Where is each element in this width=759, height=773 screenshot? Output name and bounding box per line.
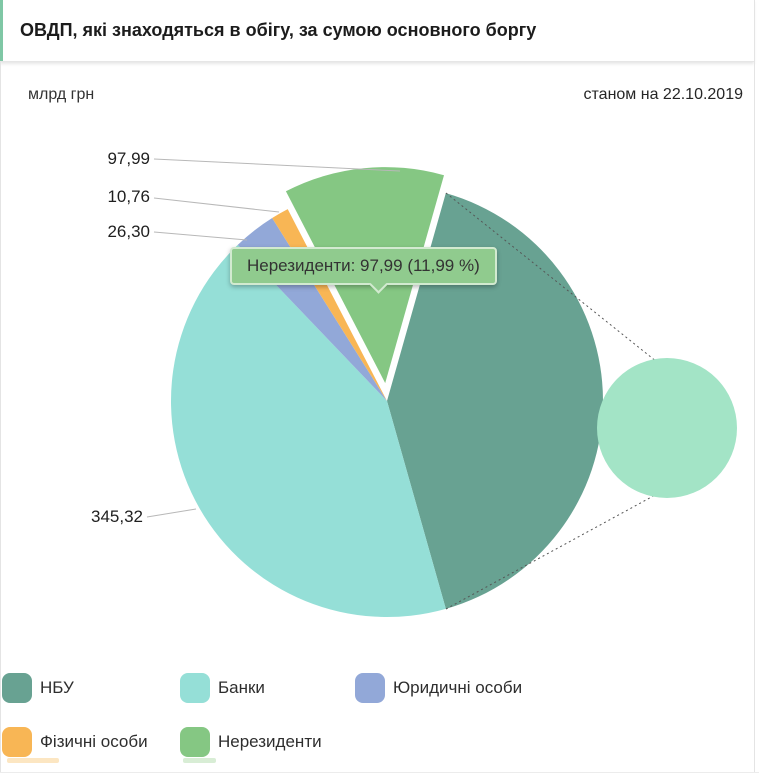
legend-overflow-remnant-green: [183, 758, 216, 763]
legend-swatch-nbu[interactable]: [2, 673, 32, 703]
slice-tooltip: Нерезиденти: 97,99 (11,99 %): [230, 247, 497, 294]
slice-value-label-legal-entities: 26,30: [107, 222, 150, 241]
legend-swatch-banks[interactable]: [180, 673, 210, 703]
slice-value-label-nonresidents: 97,99: [107, 149, 150, 168]
legend-label-individuals: Фізичні особи: [40, 732, 148, 751]
legend-item-individuals[interactable]: Фізичні особи: [2, 727, 148, 757]
card-header: ОВДП, які знаходяться в обігу, за сумою …: [0, 0, 754, 62]
legend-label-nonresidents: Нерезиденти: [218, 732, 322, 751]
label-leader-line-1: [153, 197, 280, 213]
legend-swatch-legal-entities[interactable]: [355, 673, 385, 703]
as-of-date-label: станом на 22.10.2019: [583, 86, 743, 103]
pie-slice-1[interactable]: [171, 244, 446, 618]
legend-swatch-nonresidents[interactable]: [180, 727, 210, 757]
legend-swatch-individuals[interactable]: [2, 727, 32, 757]
pie-slice-0[interactable]: [387, 193, 603, 609]
legend-overflow-remnant-orange: [7, 758, 59, 763]
legend-label-banks: Банки: [218, 678, 265, 697]
legend-label-nbu: НБУ: [40, 678, 74, 697]
legend-item-nonresidents[interactable]: Нерезиденти: [180, 727, 322, 757]
card-left-border: [0, 62, 1, 773]
card-right-border: [754, 0, 755, 773]
unit-label: млрд грн: [28, 86, 95, 103]
label-leader-line-2: [153, 231, 248, 241]
breakdown-connector-line-0: [445, 192, 658, 363]
header-accent-bar: [0, 0, 3, 61]
slice-value-label-banks: 345,32: [91, 507, 143, 526]
legend-item-nbu[interactable]: НБУ: [2, 673, 74, 703]
breakdown-connector-line-1: [445, 493, 658, 610]
label-leader-line-0: [153, 158, 401, 172]
breakdown-detail-circle[interactable]: [597, 358, 737, 498]
slice-tooltip-text: Нерезиденти: 97,99 (11,99 %): [247, 256, 480, 275]
legend-label-legal-entities: Юридичні особи: [393, 678, 523, 697]
chart-title: ОВДП, які знаходяться в обігу, за сумою …: [20, 20, 537, 40]
legend-item-legal-entities[interactable]: Юридичні особи: [355, 673, 522, 703]
label-leader-line-3: [146, 508, 197, 518]
legend-item-banks[interactable]: Банки: [180, 673, 265, 703]
slice-value-label-individuals: 10,76: [107, 187, 150, 206]
